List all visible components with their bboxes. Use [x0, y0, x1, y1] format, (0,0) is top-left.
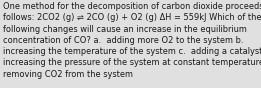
- Text: One method for the decomposition of carbon dioxide proceeds as
follows: 2CO2 (g): One method for the decomposition of carb…: [3, 2, 261, 79]
